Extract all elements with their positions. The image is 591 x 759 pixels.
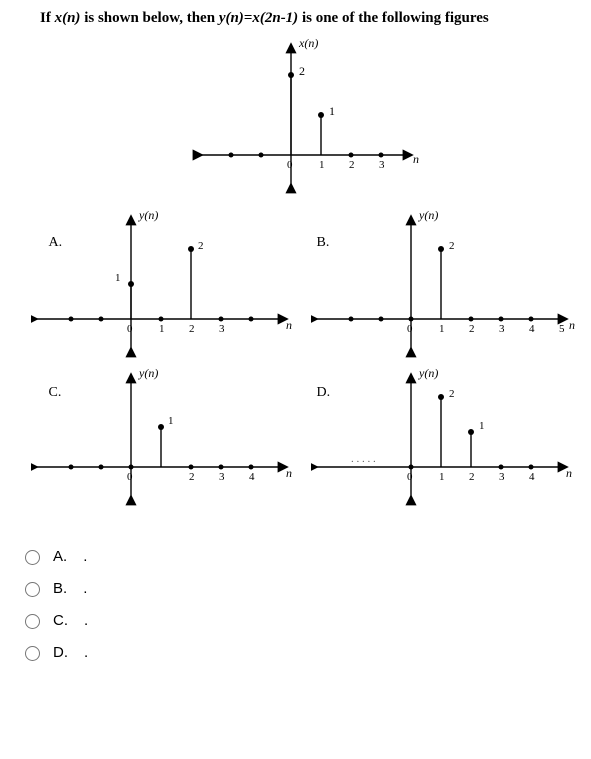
option-a-label: A. — [53, 548, 67, 565]
option-b-label: B. — [53, 580, 67, 597]
svg-text:3: 3 — [219, 323, 225, 335]
svg-text:3: 3 — [499, 471, 505, 483]
svg-text:y(n): y(n) — [418, 209, 438, 222]
plot-a: A. y(n) n 0 1 2 3 1 — [31, 209, 301, 359]
svg-text:2: 2 — [189, 471, 195, 483]
radio-c[interactable] — [25, 614, 40, 629]
svg-text:2: 2 — [469, 323, 475, 335]
svg-text:n: n — [566, 466, 572, 480]
option-c-label: C. — [53, 612, 68, 629]
svg-text:1: 1 — [319, 159, 325, 171]
radio-d[interactable] — [25, 646, 40, 661]
svg-text:y(n): y(n) — [418, 367, 438, 380]
radio-b[interactable] — [25, 582, 40, 597]
svg-text:1: 1 — [439, 323, 445, 335]
svg-text:4: 4 — [529, 471, 535, 483]
options-group: A.. B.. C.. D.. — [20, 547, 571, 661]
label-b: B. — [317, 235, 330, 251]
svg-text:0: 0 — [127, 471, 133, 483]
svg-text:4: 4 — [529, 323, 535, 335]
svg-text:0: 0 — [127, 323, 133, 335]
option-d-label: D. — [53, 644, 68, 661]
svg-text:4: 4 — [249, 471, 255, 483]
svg-text:0: 0 — [407, 471, 413, 483]
label-d: D. — [317, 385, 331, 401]
option-d[interactable]: D.. — [20, 643, 571, 661]
svg-text:2: 2 — [469, 471, 475, 483]
svg-text:3: 3 — [379, 159, 385, 171]
svg-text:2: 2 — [299, 64, 305, 78]
question-text: If x(n) is shown below, then y(n)=x(2n-1… — [40, 10, 571, 27]
svg-text:y(n): y(n) — [138, 367, 158, 380]
plot-d: D. y(n) n 0 1 2 3 4 . . . . . — [311, 367, 581, 507]
svg-text:1: 1 — [168, 415, 174, 427]
svg-text:5: 5 — [559, 323, 565, 335]
q-mid: is shown below, then — [80, 10, 218, 26]
plot-b: B. y(n) n 0 1 2 3 4 5 — [311, 209, 581, 359]
svg-text:1: 1 — [439, 471, 445, 483]
svg-text:2: 2 — [349, 159, 355, 171]
svg-text:2: 2 — [449, 388, 455, 400]
svg-text:1: 1 — [329, 104, 335, 118]
svg-text:n: n — [286, 318, 292, 332]
svg-text:2: 2 — [189, 323, 195, 335]
svg-text:2: 2 — [198, 240, 204, 252]
label-c: C. — [49, 385, 62, 401]
option-b[interactable]: B.. — [20, 579, 571, 597]
svg-text:1: 1 — [115, 272, 121, 284]
svg-text:n: n — [569, 318, 575, 332]
svg-text:1: 1 — [159, 323, 165, 335]
option-a[interactable]: A.. — [20, 547, 571, 565]
option-c[interactable]: C.. — [20, 611, 571, 629]
svg-text:. . . . .: . . . . . — [351, 453, 376, 465]
svg-text:3: 3 — [499, 323, 505, 335]
q-xn: x(n) — [55, 10, 81, 26]
svg-text:0: 0 — [287, 159, 293, 171]
x-plot: x(n) n 0 1 2 3 2 1 — [181, 35, 431, 195]
svg-text:y(n): y(n) — [138, 209, 158, 222]
svg-text:n: n — [286, 466, 292, 480]
svg-text:1: 1 — [479, 420, 485, 432]
q-suffix: is one of the following figures — [298, 10, 489, 26]
x-xlabel: n — [413, 152, 419, 166]
plot-c: C. y(n) n 0 2 3 4 — [31, 367, 301, 507]
radio-a[interactable] — [25, 550, 40, 565]
svg-text:0: 0 — [407, 323, 413, 335]
q-prefix: If — [40, 10, 55, 26]
svg-text:3: 3 — [219, 471, 225, 483]
label-a: A. — [49, 235, 63, 251]
x-ylabel: x(n) — [298, 36, 318, 50]
svg-text:2: 2 — [449, 240, 455, 252]
q-yn: y(n)=x(2n-1) — [219, 10, 298, 26]
